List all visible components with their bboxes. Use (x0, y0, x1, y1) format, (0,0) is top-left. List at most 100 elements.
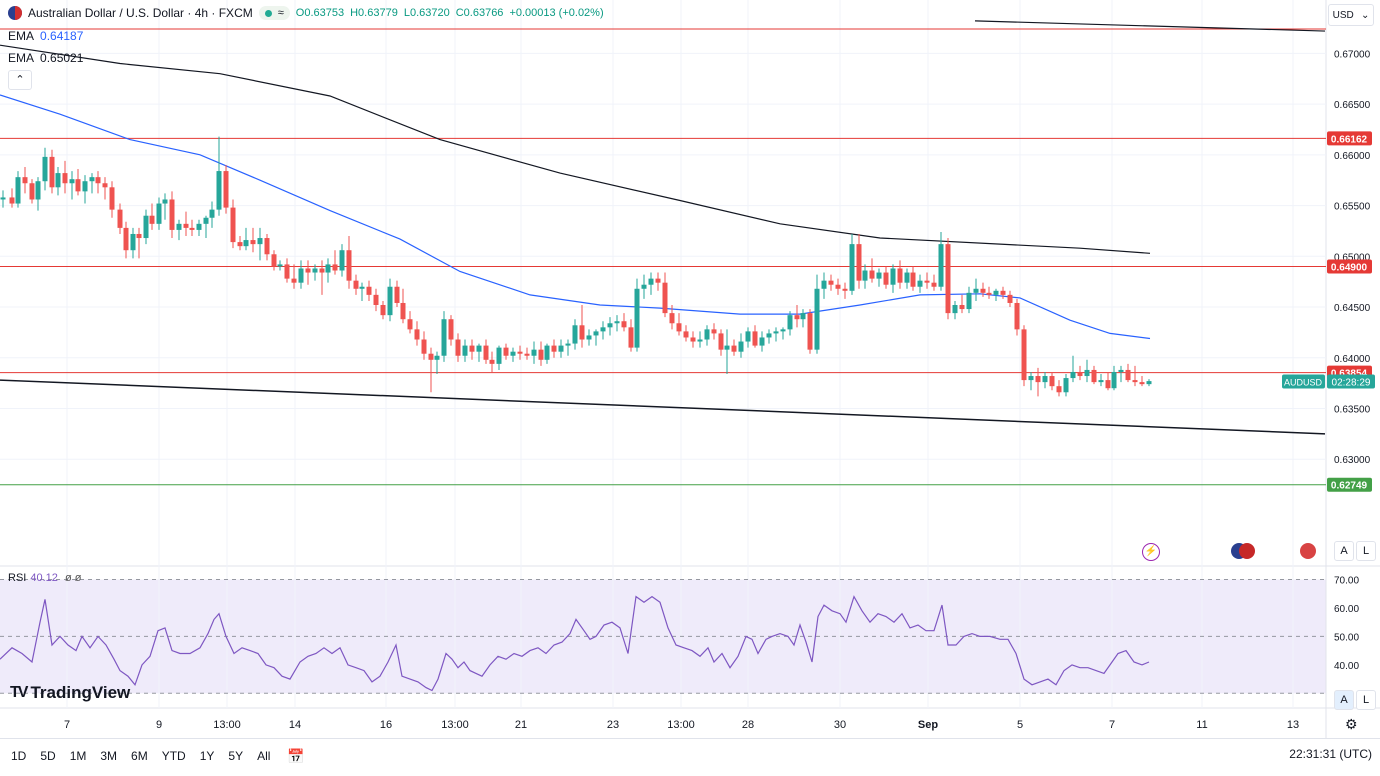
candle-body (538, 349, 544, 360)
candle-body (196, 223, 202, 230)
candle-body (572, 325, 578, 344)
candle-body (448, 319, 454, 340)
candle-body (237, 242, 243, 247)
auto-scale-button[interactable]: A (1334, 541, 1354, 561)
candle-body (143, 215, 149, 239)
ohlc-open: O0.63753 (295, 7, 345, 19)
candle-body (496, 347, 502, 364)
candle-body (346, 250, 352, 281)
candle-body (593, 331, 599, 336)
candle-body (1028, 376, 1034, 381)
candle-body (305, 268, 311, 273)
trendline (974, 20, 1326, 32)
currency-selector[interactable]: USD ⌄ (1328, 4, 1374, 26)
candle-body (766, 333, 772, 338)
ohlc-readout: O0.63753 H0.63779 L0.63720 C0.63766 +0.0… (296, 7, 604, 19)
ohlc-change: +0.00013 (+0.02%) (509, 7, 604, 19)
candle-body (298, 268, 304, 283)
x-tick-label: 5 (1017, 719, 1023, 731)
rsi-auto-scale-button[interactable]: A (1334, 690, 1354, 710)
chart-canvas[interactable]: 0.67000 0.66500 0.66000 0.65500 0.65000 0.645… (0, 0, 1380, 738)
y-tick-label: 0.66000 (1334, 151, 1371, 162)
au-economic-event-icon-2[interactable] (1239, 543, 1255, 559)
candle-body (607, 323, 613, 328)
timeframe-1m[interactable]: 1M (69, 749, 87, 763)
candle-body (724, 345, 730, 350)
candle-body (683, 331, 689, 338)
timeframe-5y[interactable]: 5Y (228, 749, 244, 763)
collapse-legend-button[interactable]: ⌃ (8, 70, 32, 90)
candle-body (42, 156, 48, 182)
tradingview-mark-icon: TV (10, 684, 29, 701)
candle-body (780, 329, 786, 332)
rsi-log-scale-button[interactable]: L (1356, 690, 1376, 710)
candle-body (1070, 371, 1076, 379)
price-pane (0, 0, 1326, 565)
tradingview-logo[interactable]: TV TradingView (10, 683, 130, 703)
timeframe-1d[interactable]: 1D (11, 749, 27, 763)
timeframe-6m[interactable]: 6M (131, 749, 148, 763)
rsi-tick-label: 40.00 (1334, 661, 1359, 672)
countdown-tag (1327, 374, 1375, 389)
rsi-legend[interactable]: RSI 40.12 ø ø (8, 572, 81, 584)
x-tick-label: 13 (1287, 719, 1299, 731)
market-status-pill[interactable]: ≈ (258, 6, 290, 20)
utc-clock[interactable]: 22:31:31 (UTC) (1289, 747, 1372, 761)
symbol-title[interactable]: Australian Dollar / U.S. Dollar · 4h · F… (28, 6, 253, 20)
candle-body (162, 199, 168, 204)
candle-body (380, 305, 386, 316)
gear-icon[interactable]: ⚙ (1345, 716, 1358, 732)
candle-body (9, 197, 15, 204)
candle-body (1063, 378, 1069, 393)
lightning-event-icon[interactable]: ⚡ (1142, 543, 1160, 561)
candle-body (476, 345, 482, 352)
candle-body (828, 280, 834, 285)
candle-body (952, 305, 958, 314)
timeframe-all[interactable]: All (257, 749, 271, 763)
x-tick-label: 21 (515, 719, 527, 731)
level-label: 0.62749 (1331, 481, 1368, 492)
candle-body (82, 181, 88, 192)
log-scale-button[interactable]: L (1356, 541, 1376, 561)
calendar-range-icon[interactable]: 📅 (287, 747, 305, 764)
candle-body (807, 313, 813, 350)
ohlc-high: H0.63779 (350, 7, 398, 19)
candle-body (531, 349, 537, 356)
x-tick-label: 23 (607, 719, 619, 731)
y-tick-label: 0.65500 (1334, 202, 1371, 213)
candle-body (973, 288, 979, 293)
candle-body (483, 345, 489, 360)
candle-body (1098, 380, 1104, 383)
candle-body (22, 177, 28, 184)
ema-fast-legend[interactable]: EMA 0.64187 (8, 29, 83, 43)
candle-body (551, 345, 557, 352)
timeframe-1y[interactable]: 1Y (199, 749, 215, 763)
candle-body (876, 272, 882, 279)
ema-fast-value: 0.64187 (40, 29, 84, 43)
candle-body (966, 292, 972, 310)
rsi-tick-label: 60.00 (1334, 604, 1359, 615)
candle-body (945, 244, 951, 314)
candle-body (1146, 381, 1152, 385)
timeframe-3m[interactable]: 3M (100, 749, 118, 763)
timeframe-5d[interactable]: 5D (40, 749, 56, 763)
candle-body (169, 199, 175, 230)
candle-body (183, 223, 189, 228)
currency-label: USD (1332, 9, 1354, 21)
candle-body (544, 345, 550, 360)
candle-body (117, 209, 123, 228)
ema-slow-legend[interactable]: EMA 0.65021 (8, 51, 83, 65)
candle-body (648, 278, 654, 285)
timeframe-ytd[interactable]: YTD (161, 749, 186, 763)
candle-body (250, 240, 256, 245)
candle-body (55, 173, 61, 188)
candle-body (136, 233, 142, 239)
level-tag (1327, 131, 1372, 146)
candle-body (156, 203, 162, 224)
candle-body (510, 351, 516, 356)
candle-body (517, 351, 523, 354)
candle-body (924, 280, 930, 283)
candle-body (434, 355, 440, 360)
us-economic-event-icon[interactable] (1300, 543, 1316, 559)
candle-body (662, 282, 668, 314)
